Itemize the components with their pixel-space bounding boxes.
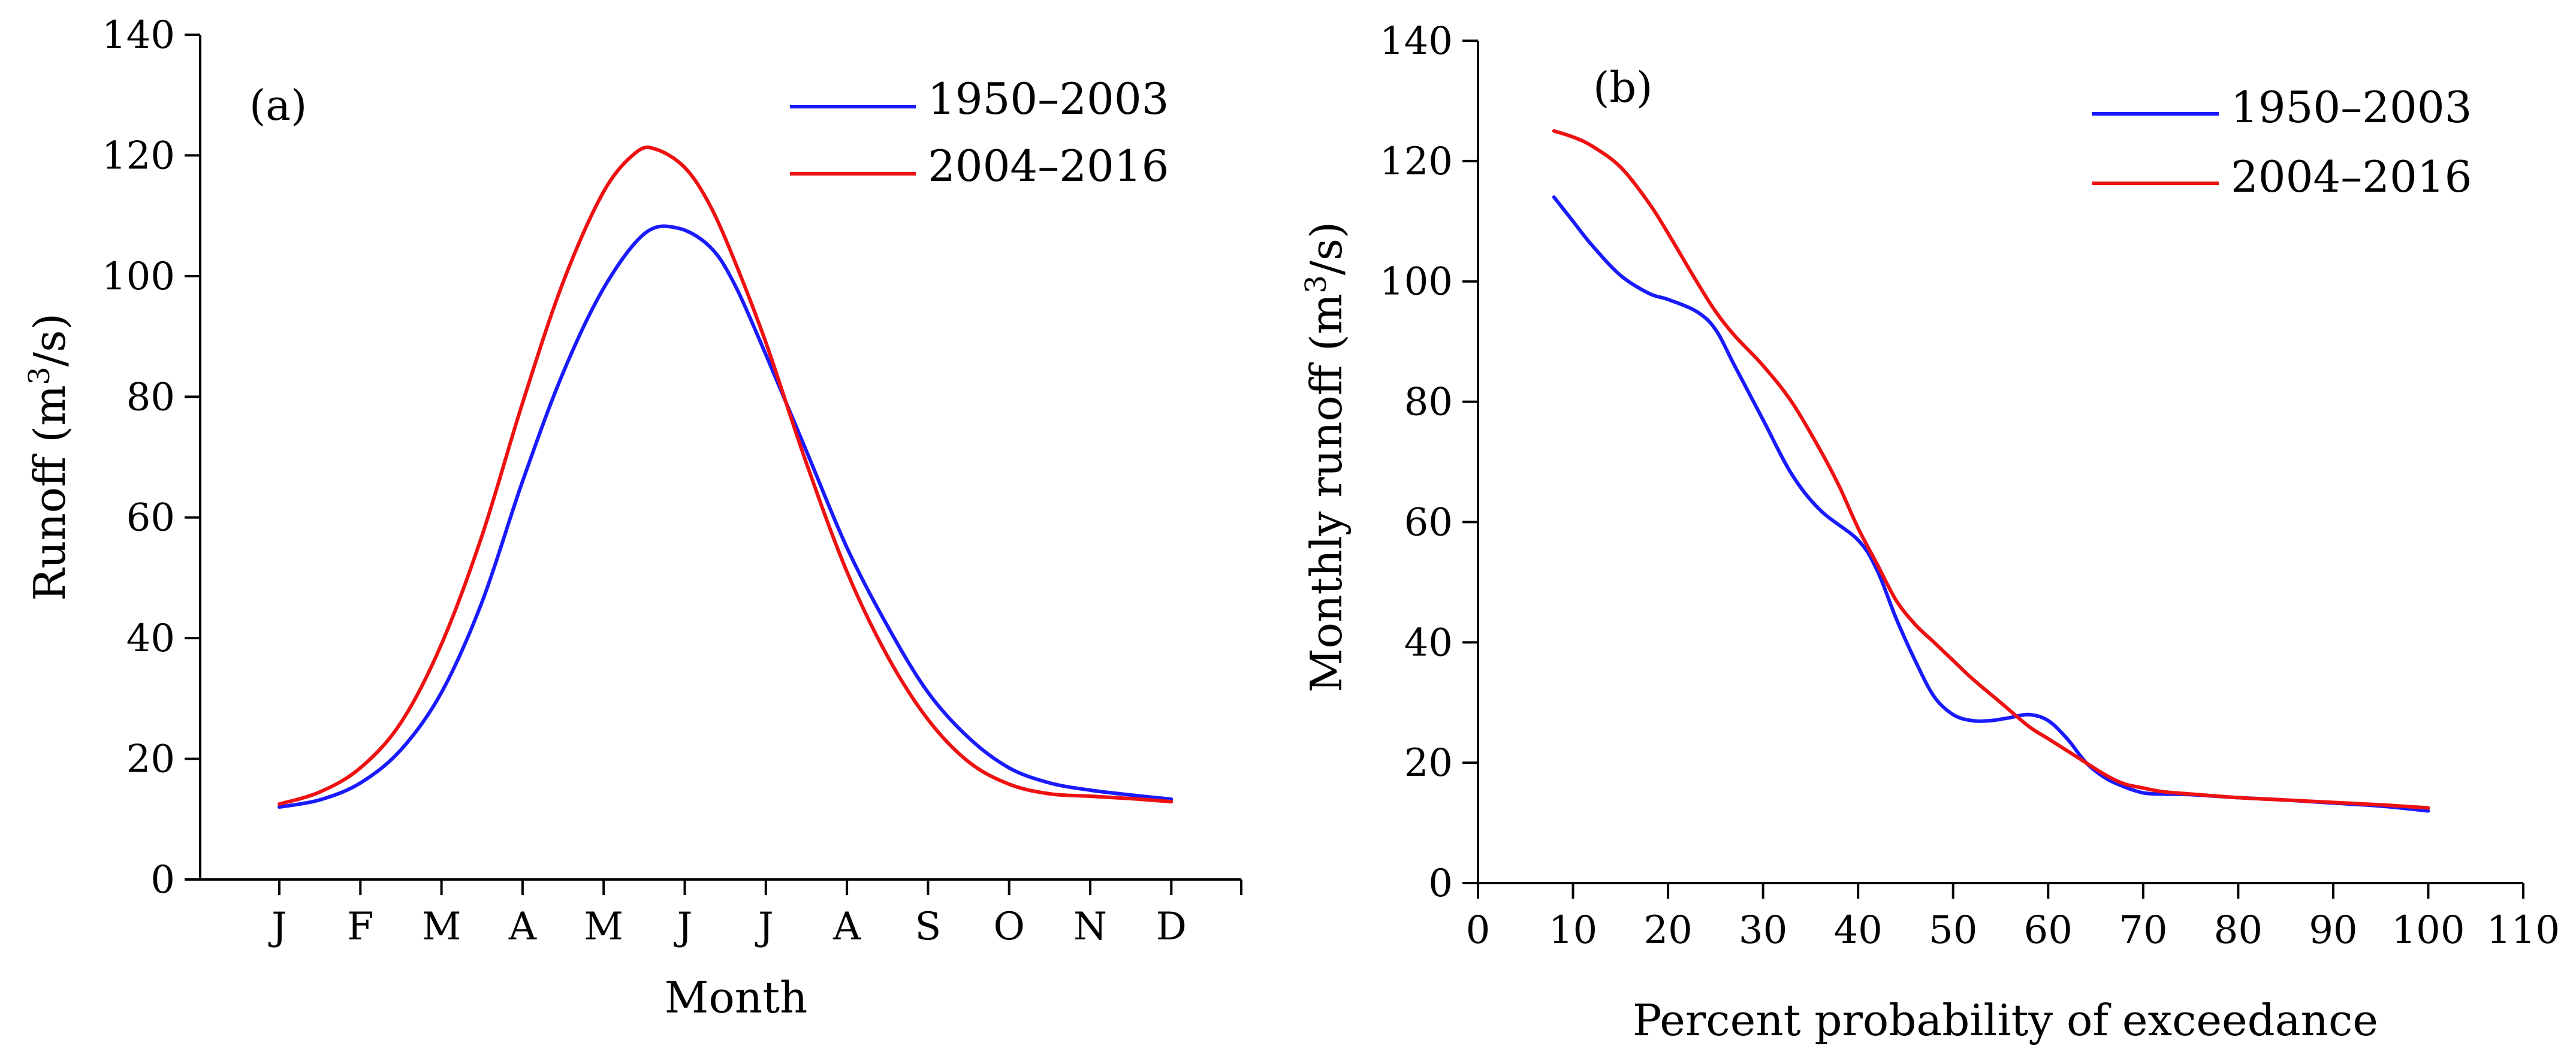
chart-panel-a: 0 20 40 60 80 100 120 140 J F M A M J J A S O N D (a) Mont… xyxy=(23,13,1242,1023)
panel-a-x-tick-label-11: N xyxy=(1073,905,1107,949)
panel-a-x-tick-label-5: M xyxy=(584,905,623,949)
panel-a-y-tick-label-120: 120 xyxy=(102,134,175,178)
panel-b-series-2004-2016-line xyxy=(1552,129,2430,810)
panel-b-y-axis-title-sup: 3 xyxy=(1299,275,1333,294)
panel-b-y-tick-label-100: 100 xyxy=(1380,260,1453,304)
panel-a-x-tick-label-7: J xyxy=(755,905,774,949)
panel-a-x-tick-label-1: J xyxy=(268,905,287,949)
panel-b-y-tick-label-120: 120 xyxy=(1380,140,1453,184)
legend-a-label-1950-2003: 1950–2003 xyxy=(928,74,1169,124)
panel-b-y-axis-title: Monthly runoff (m3/s) xyxy=(1299,222,1352,693)
panel-a-y-axis-title: Runoff (m3/s) xyxy=(23,313,75,601)
panel-a-y-tick-label-20: 20 xyxy=(126,737,175,782)
panel-b-x-tick-label-20: 20 xyxy=(1643,908,1692,953)
panel-b-x-tick-label-40: 40 xyxy=(1833,908,1882,953)
panel-a-series-2004-2016-line xyxy=(277,145,1174,806)
panel-a-y-tick-label-100: 100 xyxy=(102,255,175,299)
panel-a-y-tick-label-40: 40 xyxy=(126,616,175,661)
panel-b-y-axis-title-tail: /s) xyxy=(1301,222,1352,275)
panel-b-series-1950-2003-line xyxy=(1552,195,2430,813)
panel-b-x-tick-label-100: 100 xyxy=(2391,908,2465,953)
panel-b-x-tick-label-110: 110 xyxy=(2487,908,2560,953)
panel-b-x-tick-label-50: 50 xyxy=(1929,908,1977,953)
panel-a-series-1950-2003-line xyxy=(277,224,1174,809)
panel-a-y-axis-title-sup: 3 xyxy=(23,367,56,385)
panel-a-x-tick-label-4: A xyxy=(508,905,537,949)
panel-a-x-tick-label-10: O xyxy=(993,905,1024,949)
panel-a-y-tick-label-60: 60 xyxy=(126,496,175,540)
panel-a-y-axis-title-tail: /s) xyxy=(25,313,75,367)
panel-a-legend: 1950–2003 2004–2016 xyxy=(790,74,1169,191)
panel-b-y-axis-title-main: Monthly runoff (m xyxy=(1301,294,1352,693)
panel-b-y-tick-label-20: 20 xyxy=(1404,741,1453,785)
panel-a-x-tick-label-12: D xyxy=(1156,905,1187,949)
panel-b-x-tick-label-70: 70 xyxy=(2119,908,2167,953)
legend-b-label-2004-2016: 2004–2016 xyxy=(2231,152,2472,202)
panel-b-x-tick-label-30: 30 xyxy=(1739,908,1787,953)
panel-a-y-tick-label-140: 140 xyxy=(102,13,175,58)
panel-a-label: (a) xyxy=(249,81,307,130)
panel-b-y-tick-label-80: 80 xyxy=(1404,380,1453,425)
panel-a-x-tick-label-2: F xyxy=(347,905,373,949)
panel-a-y-tick-label-80: 80 xyxy=(126,375,175,419)
panel-b-x-tick-label-0: 0 xyxy=(1466,908,1491,953)
panel-b-legend: 1950–2003 2004–2016 xyxy=(2092,82,2472,202)
panel-b-x-tick-label-90: 90 xyxy=(2309,908,2357,953)
panel-b-y-tick-label-60: 60 xyxy=(1404,500,1453,545)
legend-a-label-2004-2016: 2004–2016 xyxy=(928,141,1169,191)
panel-a-x-tick-label-6: J xyxy=(674,905,693,949)
legend-b-label-1950-2003: 1950–2003 xyxy=(2231,82,2472,132)
panel-a-x-tick-label-3: M xyxy=(422,905,461,949)
panel-b-y-tick-label-40: 40 xyxy=(1404,621,1453,665)
panel-b-label: (b) xyxy=(1593,63,1652,112)
panel-a-x-tick-label-8: A xyxy=(832,905,861,949)
panel-b-x-tick-label-60: 60 xyxy=(2024,908,2073,953)
chart-panel-b: 0 20 40 60 80 100 120 140 0 10 20 30 40 50 60 70 80 90 10… xyxy=(1299,19,2560,1045)
panel-b-y-tick-label-0: 0 xyxy=(1428,862,1453,906)
panel-a-x-axis-title: Month xyxy=(665,972,808,1023)
panel-a-y-tick-label-0: 0 xyxy=(150,858,175,902)
panel-a-x-tick-label-9: S xyxy=(915,905,941,949)
panel-b-y-tick-label-140: 140 xyxy=(1380,19,1453,64)
panel-b-x-tick-label-80: 80 xyxy=(2214,908,2263,953)
panel-a-y-axis-title-main: Runoff (m xyxy=(25,385,75,601)
panel-b-x-axis-title: Percent probability of exceedance xyxy=(1633,995,2378,1045)
panel-b-x-tick-label-10: 10 xyxy=(1549,908,1597,953)
